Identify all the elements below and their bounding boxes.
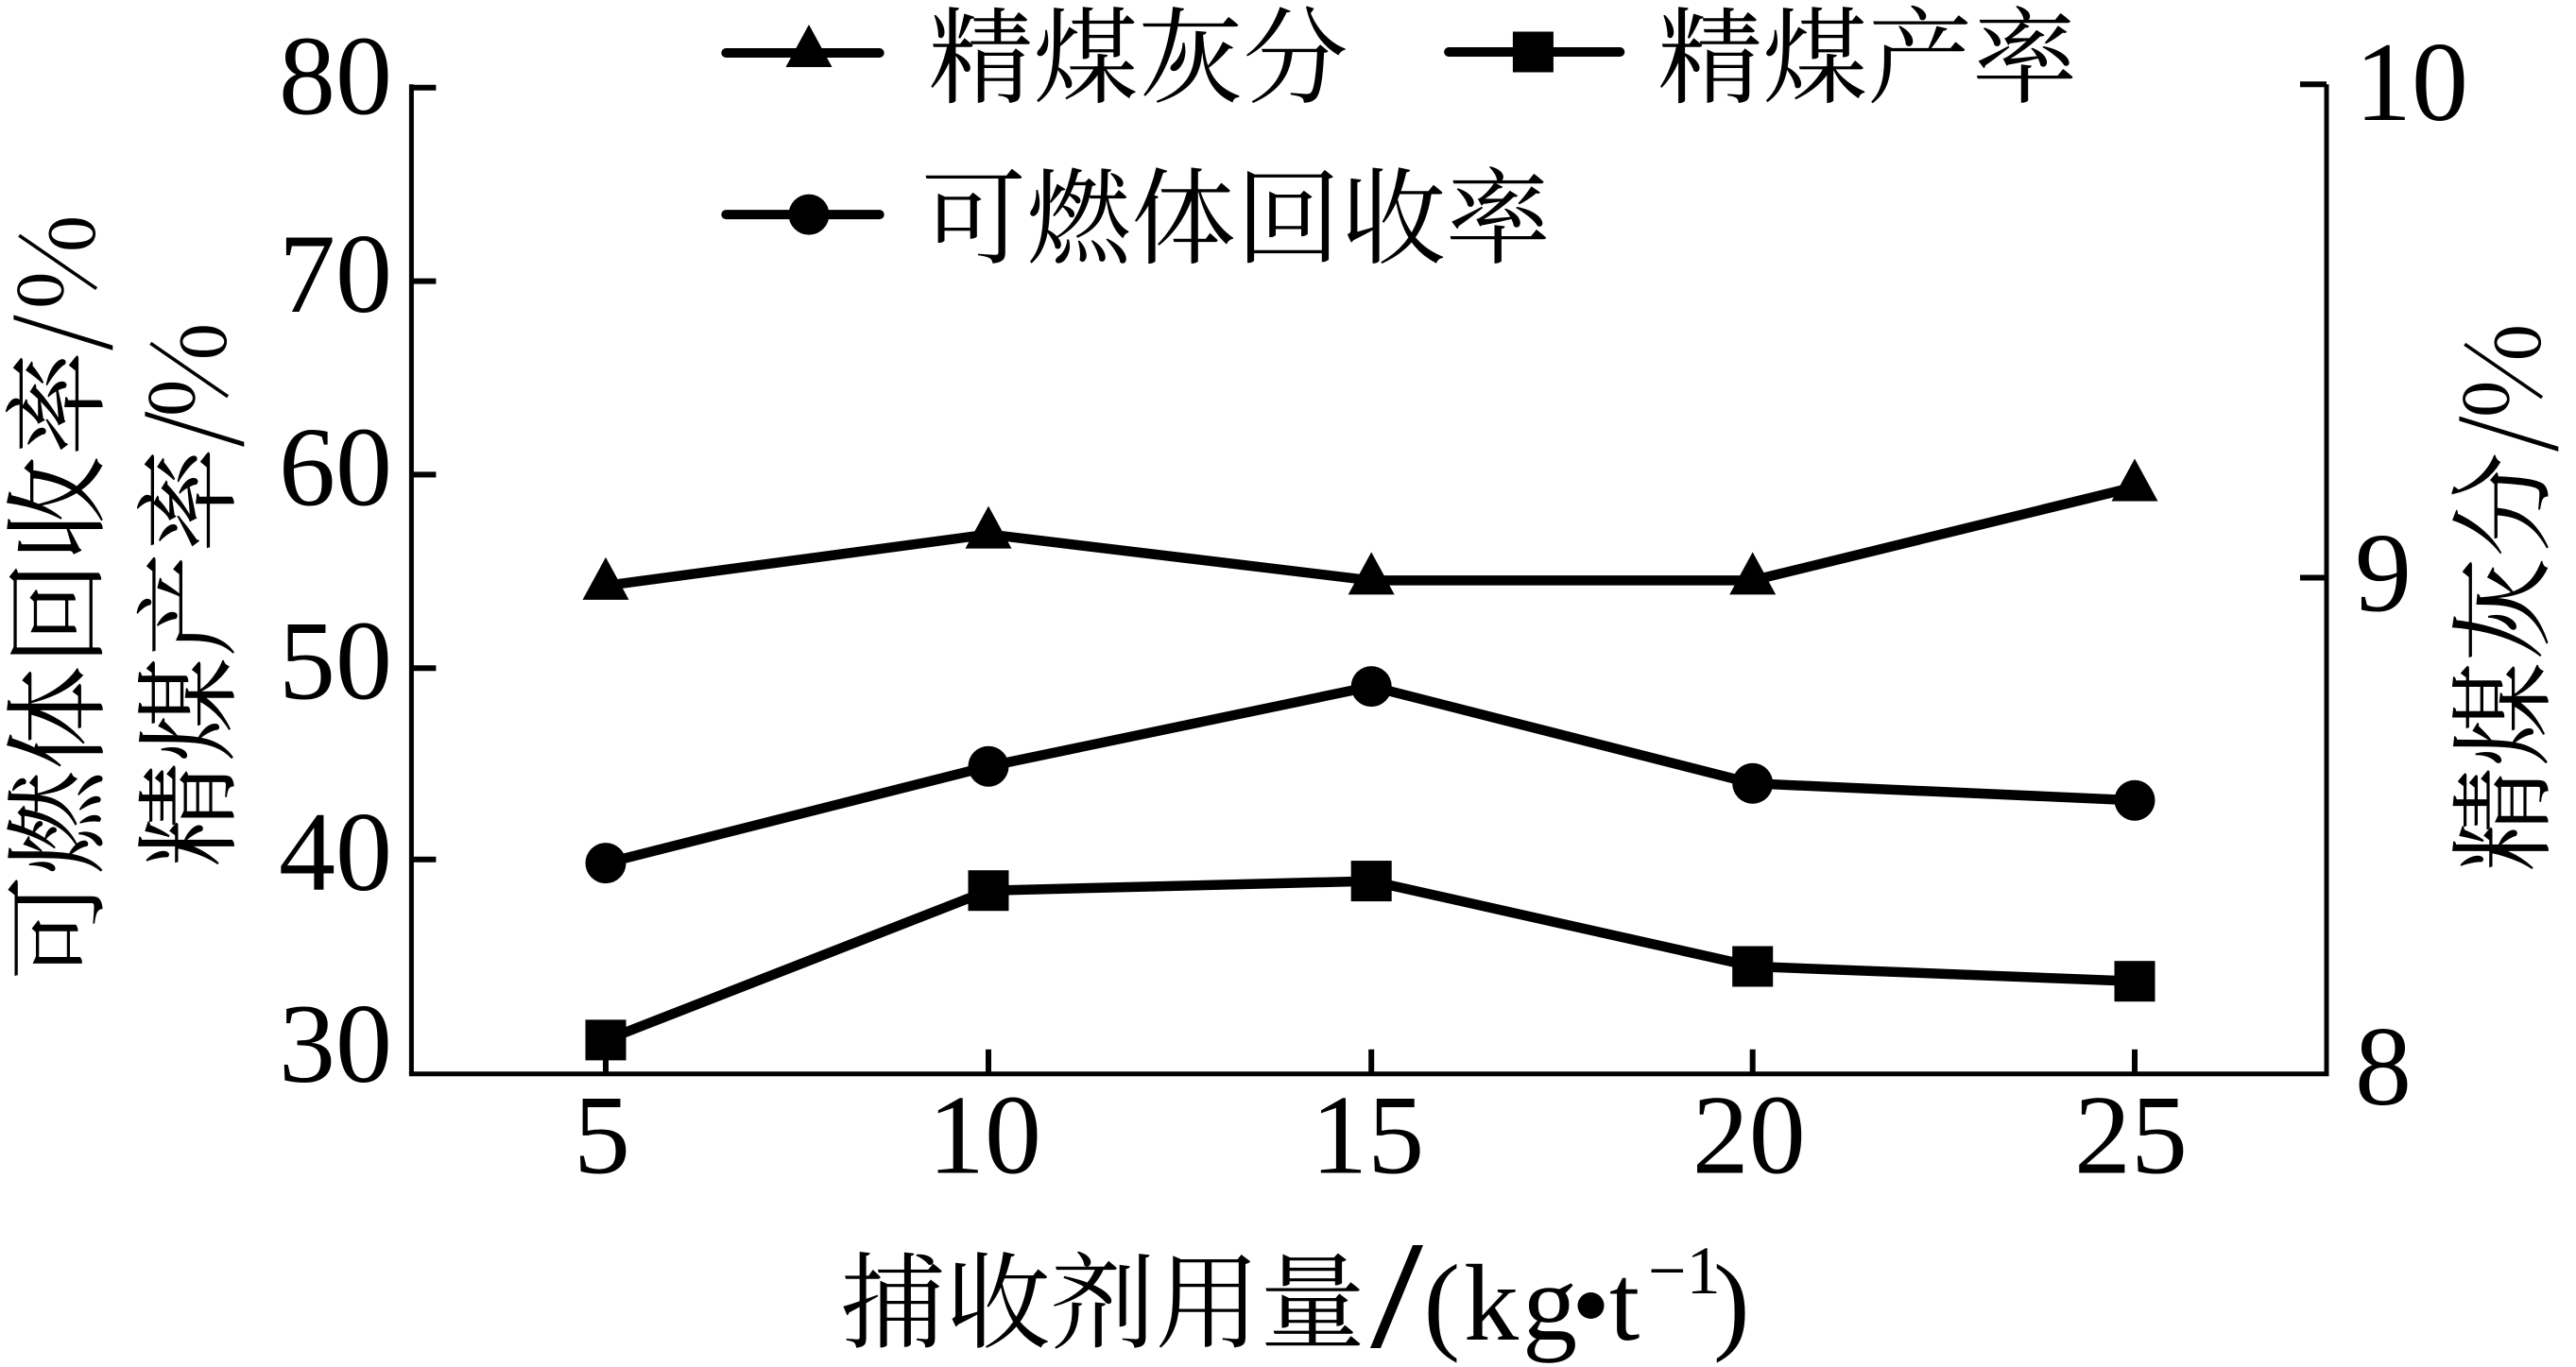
svg-text:−1: −1 — [1648, 1233, 1721, 1308]
svg-text:50: 50 — [279, 598, 392, 724]
svg-text:(kg: (kg — [1424, 1243, 1582, 1364]
svg-text:15: 15 — [1311, 1072, 1424, 1198]
svg-text:40: 40 — [279, 789, 392, 914]
svg-text:30: 30 — [279, 981, 392, 1106]
svg-text:t: t — [1609, 1243, 1640, 1364]
svg-text:10: 10 — [928, 1072, 1041, 1198]
svg-text:): ) — [1713, 1243, 1750, 1364]
svg-text:20: 20 — [1692, 1072, 1806, 1198]
svg-text:5: 5 — [574, 1072, 630, 1198]
svg-text:80: 80 — [279, 13, 392, 139]
svg-text:70: 70 — [279, 211, 392, 336]
svg-text:10: 10 — [2355, 19, 2468, 145]
svg-text:9: 9 — [2355, 509, 2412, 635]
svg-text:60: 60 — [279, 404, 392, 530]
svg-text:25: 25 — [2074, 1072, 2188, 1198]
svg-text:8: 8 — [2355, 1003, 2412, 1129]
